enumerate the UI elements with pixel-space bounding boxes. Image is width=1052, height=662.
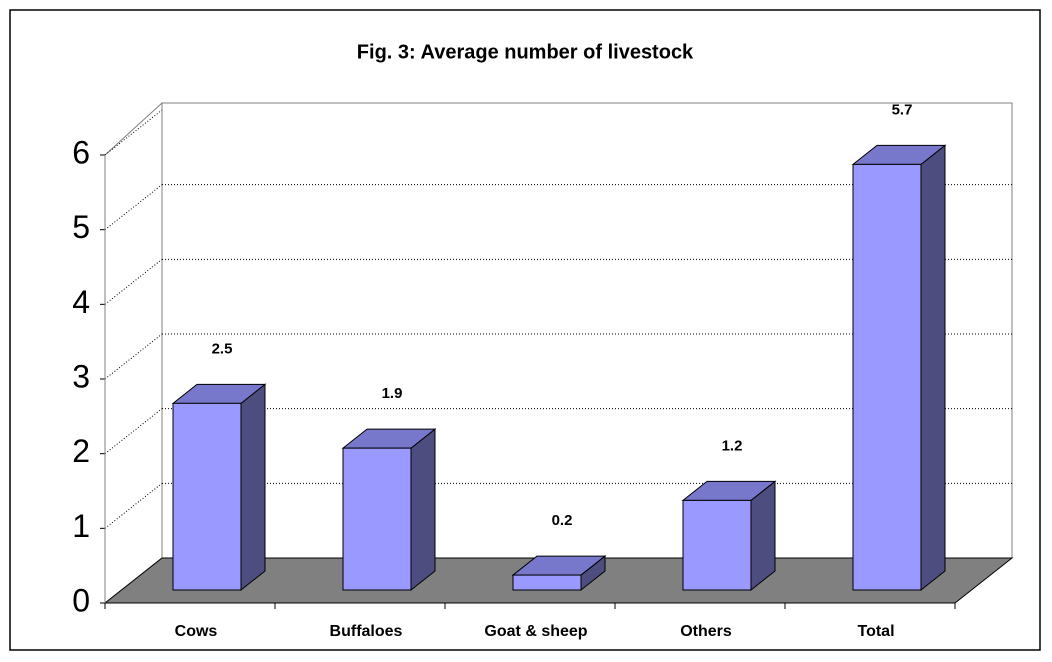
bar — [172, 402, 242, 591]
side-wall — [104, 101, 163, 605]
x-tick-label: Cows — [175, 623, 218, 640]
value-label: 2.5 — [212, 340, 233, 357]
bar — [342, 447, 412, 591]
grid-line — [104, 408, 163, 455]
x-tick-label: Total — [857, 623, 894, 640]
y-tick-label: 3 — [72, 358, 90, 394]
value-label: 0.2 — [552, 512, 573, 529]
y-tick-label: 6 — [72, 134, 90, 170]
y-tick-label: 4 — [72, 284, 90, 320]
y-tick-label: 2 — [72, 433, 90, 469]
grid-line — [104, 109, 163, 156]
bar — [512, 574, 582, 591]
y-tick-label: 5 — [72, 209, 90, 245]
value-label: 1.9 — [382, 385, 403, 402]
grid-line — [104, 258, 163, 305]
bar-side — [240, 383, 266, 592]
bar — [682, 499, 752, 591]
bar-side — [920, 144, 946, 592]
y-tick-label: 1 — [72, 508, 90, 544]
y-tick-label: 0 — [72, 582, 90, 618]
grid-line — [104, 184, 163, 231]
x-tick-label: Buffaloes — [330, 623, 403, 640]
bar-side — [410, 428, 436, 592]
bar — [852, 163, 922, 591]
x-tick-label: Others — [680, 623, 732, 640]
grid-line — [104, 333, 163, 380]
x-tick-label: Goat & sheep — [484, 623, 587, 640]
chart-title: Fig. 3: Average number of livestock — [357, 41, 694, 63]
value-label: 5.7 — [892, 101, 913, 118]
value-label: 1.2 — [722, 437, 743, 454]
grid-line — [104, 482, 163, 529]
